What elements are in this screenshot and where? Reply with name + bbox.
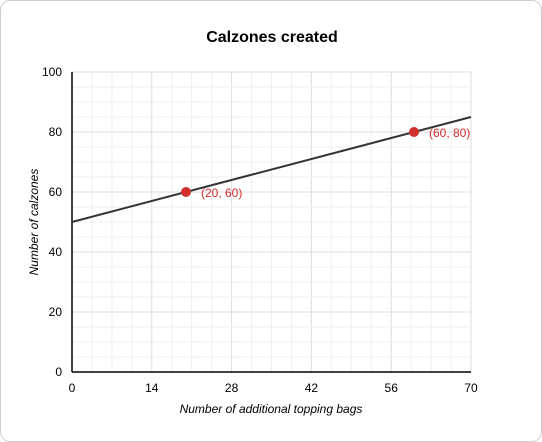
x-tick-label: 28	[225, 381, 239, 395]
x-tick-label: 70	[464, 381, 478, 395]
x-axis-label: Number of additional topping bags	[180, 402, 363, 416]
data-point-label: (20, 60)	[201, 186, 242, 200]
data-point	[409, 127, 419, 137]
y-tick-label: 60	[49, 185, 63, 199]
y-tick-label: 40	[49, 245, 63, 259]
x-tick-label: 42	[305, 381, 319, 395]
y-tick-label: 100	[42, 65, 62, 79]
x-tick-label: 0	[69, 381, 76, 395]
x-tick-label: 14	[145, 381, 159, 395]
y-tick-label: 80	[49, 125, 63, 139]
series-line	[71, 116, 472, 223]
data-point-label: (60, 80)	[429, 126, 470, 140]
data-point	[181, 187, 191, 197]
y-axis-label: Number of calzones	[27, 169, 41, 276]
grid	[72, 71, 472, 372]
series-lines	[71, 116, 472, 223]
chart-title: Calzones created	[206, 29, 338, 46]
y-tick-label: 0	[55, 365, 62, 379]
x-tick-label: 56	[385, 381, 399, 395]
tick-labels: 0 14 28 42 56 70 0 20 40 60 80 100	[42, 65, 478, 395]
y-tick-label: 20	[49, 305, 63, 319]
data-points: (20, 60) (60, 80)	[181, 126, 470, 200]
